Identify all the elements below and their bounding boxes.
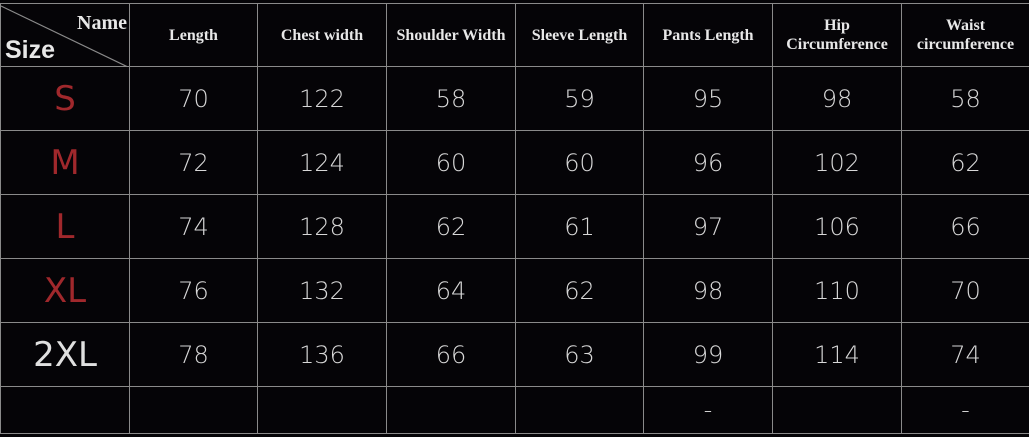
table-row: L 74 128 62 61 97 106 66: [0, 194, 1029, 259]
column-header: Sleeve Length: [515, 3, 644, 67]
table-row: 2XL 78 136 66 63 99 114 74: [0, 322, 1029, 387]
table-row: XL 76 132 64 62 98 110 70: [0, 258, 1029, 323]
diagonal-divider: [1, 5, 127, 66]
size-label: L: [0, 194, 130, 259]
measurement-cell: [129, 386, 258, 434]
size-label: 2XL: [0, 322, 130, 387]
measurement-cell: -: [901, 386, 1029, 434]
measurement-cell: 128: [257, 194, 387, 259]
column-header: Hip Circumference: [772, 3, 902, 67]
measurement-cell: 98: [643, 258, 773, 323]
measurement-cell: 58: [386, 66, 516, 131]
measurement-cell: [386, 386, 516, 434]
measurement-cell: 64: [386, 258, 516, 323]
measurement-cell: [772, 386, 902, 434]
measurement-cell: 60: [386, 130, 516, 195]
table-row: M 72 124 60 60 96 102 62: [0, 130, 1029, 195]
measurement-cell: 102: [772, 130, 902, 195]
measurement-cell: 76: [129, 258, 258, 323]
measurement-cell: 61: [515, 194, 644, 259]
column-header: Chest width: [257, 3, 387, 67]
size-label: M: [0, 130, 130, 195]
measurement-cell: 70: [901, 258, 1029, 323]
measurement-cell: [257, 386, 387, 434]
column-header: Length: [129, 3, 258, 67]
measurement-cell: 62: [515, 258, 644, 323]
measurement-cell: 106: [772, 194, 902, 259]
corner-size-label: Size: [5, 36, 56, 64]
measurement-cell: 66: [901, 194, 1029, 259]
measurement-cell: 70: [129, 66, 258, 131]
column-header: Pants Length: [643, 3, 773, 67]
table-row: --: [0, 386, 1029, 434]
measurement-cell: 74: [901, 322, 1029, 387]
measurement-cell: 110: [772, 258, 902, 323]
column-header: Waist circumference: [901, 3, 1029, 67]
measurement-cell: 66: [386, 322, 516, 387]
measurement-cell: 59: [515, 66, 644, 131]
measurement-cell: 114: [772, 322, 902, 387]
measurement-cell: 63: [515, 322, 644, 387]
measurement-cell: 96: [643, 130, 773, 195]
measurement-cell: 62: [901, 130, 1029, 195]
corner-cell: Name Size: [0, 3, 130, 67]
measurement-cell: 95: [643, 66, 773, 131]
measurement-cell: 72: [129, 130, 258, 195]
measurement-cell: 60: [515, 130, 644, 195]
size-label: S: [0, 66, 130, 131]
measurement-cell: 78: [129, 322, 258, 387]
corner-name-label: Name: [77, 12, 127, 34]
measurement-cell: 58: [901, 66, 1029, 131]
measurement-cell: 122: [257, 66, 387, 131]
header-row: Name Size Length Chest width Shoulder Wi…: [0, 3, 1029, 67]
table-row: S 70 122 58 59 95 98 58: [0, 66, 1029, 131]
measurement-cell: -: [643, 386, 773, 434]
measurement-cell: [515, 386, 644, 434]
measurement-cell: 132: [257, 258, 387, 323]
size-label: XL: [0, 258, 130, 323]
measurement-cell: 99: [643, 322, 773, 387]
column-header: Shoulder Width: [386, 3, 516, 67]
size-label: [0, 386, 130, 434]
measurement-cell: 74: [129, 194, 258, 259]
measurement-cell: 97: [643, 194, 773, 259]
measurement-cell: 136: [257, 322, 387, 387]
size-chart-table: Name Size Length Chest width Shoulder Wi…: [0, 3, 1029, 434]
measurement-cell: 98: [772, 66, 902, 131]
measurement-cell: 124: [257, 130, 387, 195]
measurement-cell: 62: [386, 194, 516, 259]
